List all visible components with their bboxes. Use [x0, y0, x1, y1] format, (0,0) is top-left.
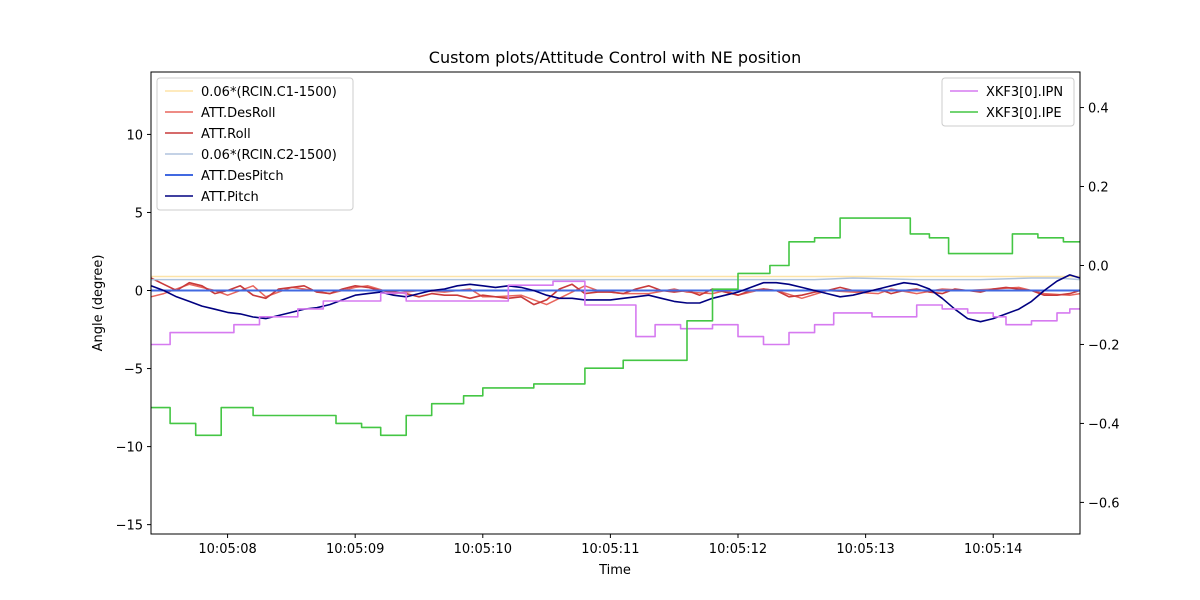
series-line-5: [150, 274, 1081, 323]
series-line-2: [150, 277, 1081, 306]
x-tick-label-2: 10:05:10: [454, 542, 512, 557]
y-tick-label-2: −5: [124, 363, 143, 378]
series-line-3: [151, 277, 1081, 281]
x-tick-label-4: 10:05:12: [709, 542, 767, 557]
y2-tick-label-5: 0.4: [1088, 102, 1109, 117]
legend-right-frame: [941, 77, 1075, 127]
x-tick-label-3: 10:05:11: [581, 542, 639, 557]
legend-label-0: 0.06*(RCIN.C1-1500): [201, 85, 337, 100]
series-line-7: [151, 217, 1080, 437]
y2-tick-label-1: −0.4: [1088, 417, 1120, 432]
x-axis-label: Time: [598, 563, 631, 578]
x-axis: 10:05:08 10:05:09 10:05:10 10:05:11 10:05:12…: [198, 534, 1022, 557]
legend-label-2: ATT.Roll: [201, 127, 251, 142]
plot-series: [150, 217, 1081, 437]
legend-left: 0.06*(RCIN.C1-1500) ATT.DesRoll ATT.Roll 0.…: [156, 77, 354, 211]
x-tick-label-5: 10:05:13: [836, 542, 894, 557]
legend-label-3: 0.06*(RCIN.C2-1500): [201, 148, 337, 163]
y-tick-label-1: −10: [116, 441, 143, 456]
plot-frame: [150, 71, 1081, 535]
legend-label-7: XKF3[0].IPE: [986, 106, 1062, 121]
y-tick-label-4: 5: [135, 206, 143, 221]
y2-tick-label-3: 0.0: [1088, 259, 1109, 274]
legend-label-1: ATT.DesRoll: [201, 106, 276, 121]
legend-label-5: ATT.Pitch: [201, 190, 259, 205]
y-tick-label-0: −15: [116, 519, 143, 534]
series-line-6: [151, 280, 1080, 346]
x-tick-label-6: 10:05:14: [964, 542, 1022, 557]
y-axis-left: −15 −10 −5 0 5 10: [116, 128, 151, 534]
y-tick-label-5: 10: [126, 128, 143, 143]
legend-left-frame: [156, 77, 354, 211]
y2-tick-label-2: −0.2: [1088, 338, 1120, 353]
y-axis-right: −0.6 −0.4 −0.2 0.0 0.2 0.4: [1080, 102, 1120, 511]
x-tick-label-0: 10:05:08: [198, 542, 256, 557]
legend-right: XKF3[0].IPN XKF3[0].IPE: [941, 77, 1075, 127]
legend-label-4: ATT.DesPitch: [201, 169, 284, 184]
y-tick-label-3: 0: [135, 285, 143, 300]
y-axis-label: Angle (degree): [91, 255, 106, 352]
legend-label-6: XKF3[0].IPN: [986, 85, 1063, 100]
chart-title: Custom plots/Attitude Control with NE po…: [429, 48, 801, 67]
y2-tick-label-0: −0.6: [1088, 496, 1120, 511]
y2-tick-label-4: 0.2: [1088, 181, 1109, 196]
x-tick-label-1: 10:05:09: [326, 542, 384, 557]
